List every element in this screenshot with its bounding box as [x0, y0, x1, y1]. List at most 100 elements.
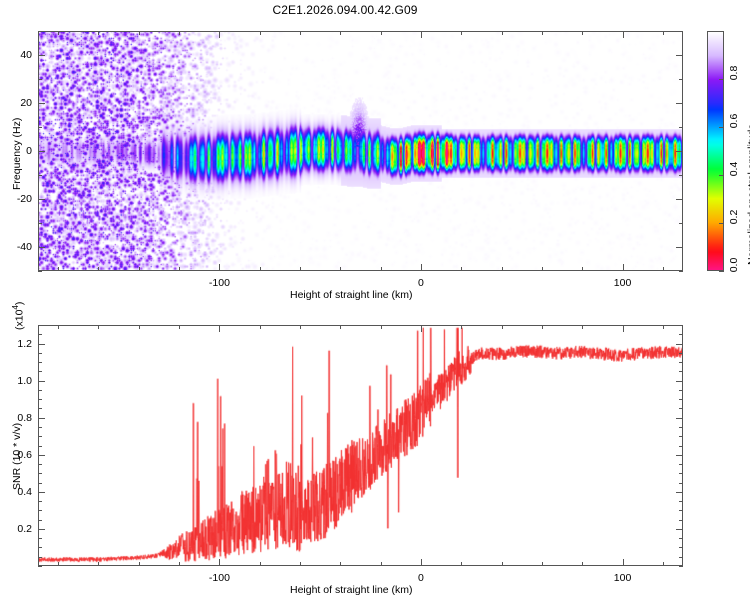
page-title: C2E1.2026.094.00.42.G09 — [272, 3, 418, 17]
x-axis-tick — [421, 31, 422, 38]
y-axis-tick-label: 40 — [20, 49, 32, 61]
x-axis-tick — [219, 264, 220, 271]
colorbar-tick-label: 0.4 — [728, 161, 740, 177]
x-axis-tick — [502, 31, 503, 35]
y-axis-tick — [679, 464, 683, 465]
x-axis-tick — [421, 325, 422, 332]
y-axis-tick — [38, 31, 42, 32]
y-axis-tick — [679, 408, 683, 409]
y-axis-tick — [38, 199, 45, 200]
x-axis-tick — [623, 325, 624, 332]
y-axis-tick — [679, 175, 683, 176]
y-axis-tick — [676, 492, 683, 493]
x-axis-tick — [542, 31, 543, 35]
x-axis-tick — [300, 325, 301, 329]
colorbar-tick — [719, 175, 724, 176]
x-axis-tick — [502, 267, 503, 271]
colorbar-tick-label: 0.8 — [728, 65, 740, 81]
y-axis-tick — [38, 223, 42, 224]
y-axis-tick — [38, 353, 42, 354]
y-axis-tick — [679, 446, 683, 447]
x-axis-tick — [502, 562, 503, 566]
y-axis-tick — [679, 483, 683, 484]
x-axis-tick — [381, 325, 382, 329]
x-axis-tick — [219, 325, 220, 332]
snr-exponent-close: ) — [13, 301, 26, 306]
x-axis-tick — [340, 267, 341, 271]
y-axis-tick — [679, 371, 683, 372]
x-axis-tick — [300, 267, 301, 271]
x-axis-tick — [582, 267, 583, 271]
colorbar-label: Normalized spectral amplitude — [746, 123, 750, 265]
y-axis-tick — [38, 464, 42, 465]
x-axis-tick — [219, 31, 220, 38]
y-axis-tick — [38, 566, 42, 567]
y-axis-tick — [676, 455, 683, 456]
y-axis-tick-label: 0.8 — [17, 411, 32, 424]
y-axis-tick — [679, 334, 683, 335]
snr-x-axis-label: Height of straight line (km) — [290, 584, 413, 596]
x-axis-tick — [542, 325, 543, 329]
snr-panel — [38, 325, 683, 566]
y-axis-tick — [38, 79, 42, 80]
y-axis-tick — [676, 151, 683, 152]
x-axis-tick — [461, 325, 462, 329]
colorbar-tick-label: 0.0 — [728, 257, 740, 273]
y-axis-tick-label: -40 — [16, 241, 32, 253]
x-axis-tick — [98, 562, 99, 566]
snr-y-axis-exponent: (x104) — [11, 302, 26, 330]
x-axis-tick — [663, 267, 664, 271]
x-axis-tick — [623, 264, 624, 271]
y-axis-tick — [679, 547, 683, 548]
x-axis-tick — [381, 267, 382, 271]
y-axis-tick — [38, 483, 42, 484]
x-axis-tick — [260, 325, 261, 329]
y-axis-tick — [679, 362, 683, 363]
y-axis-tick — [38, 325, 42, 326]
x-axis-tick — [340, 325, 341, 329]
y-axis-tick — [38, 362, 42, 363]
y-axis-tick — [679, 79, 683, 80]
y-axis-tick — [38, 436, 42, 437]
y-axis-tick — [679, 223, 683, 224]
y-axis-tick — [679, 399, 683, 400]
y-axis-tick-label: 1.0 — [17, 374, 32, 387]
y-axis-tick-label: 0.6 — [17, 448, 32, 461]
x-axis-tick-label: 100 — [613, 572, 632, 584]
x-axis-tick — [340, 31, 341, 35]
x-axis-tick — [300, 31, 301, 35]
y-axis-tick — [38, 371, 42, 372]
y-axis-tick-label: 20 — [20, 97, 32, 109]
y-axis-tick — [676, 247, 683, 248]
x-axis-tick — [582, 325, 583, 329]
x-axis-tick — [663, 562, 664, 566]
x-axis-tick — [219, 559, 220, 566]
y-axis-tick — [679, 390, 683, 391]
spectrogram-y-axis-label: Frequency (Hz) — [11, 117, 23, 190]
x-axis-tick — [340, 562, 341, 566]
y-axis-tick — [38, 127, 42, 128]
spectrogram-x-axis-label: Height of straight line (km) — [290, 289, 413, 301]
y-axis-tick — [38, 271, 42, 272]
x-axis-tick — [623, 559, 624, 566]
y-axis-tick — [676, 199, 683, 200]
x-axis-tick — [502, 325, 503, 329]
y-axis-tick — [38, 399, 42, 400]
y-axis-tick — [38, 501, 42, 502]
x-axis-tick-label: -100 — [208, 572, 230, 584]
colorbar-tick — [719, 271, 724, 272]
y-axis-tick — [679, 325, 683, 326]
x-axis-tick — [139, 325, 140, 329]
colorbar-tick — [719, 127, 724, 128]
x-axis-tick — [381, 562, 382, 566]
x-axis-tick — [179, 562, 180, 566]
x-axis-tick-label: -100 — [208, 277, 230, 289]
y-axis-tick — [38, 418, 45, 419]
y-axis-tick — [38, 473, 42, 474]
y-axis-tick — [679, 510, 683, 511]
y-axis-tick — [676, 418, 683, 419]
colorbar-tick-label: 0.2 — [728, 209, 740, 225]
y-axis-tick — [38, 381, 45, 382]
x-axis-tick-label: 0 — [418, 277, 424, 289]
y-axis-tick-label: 1.2 — [17, 337, 32, 350]
